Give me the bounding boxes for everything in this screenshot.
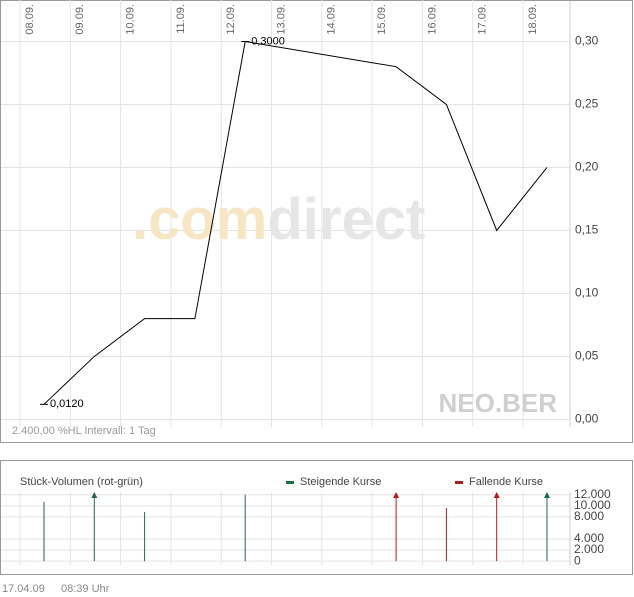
y-tick-label: 0,05 — [575, 349, 599, 363]
exchange-label: NEO.BER — [439, 388, 558, 418]
y-tick-label: 0 — [574, 553, 581, 567]
x-tick-label: 12.09. — [225, 4, 237, 35]
x-tick-label: 18.09. — [527, 4, 539, 35]
x-tick-label: 16.09. — [426, 4, 438, 35]
volume-panel — [0, 460, 633, 575]
y-tick-label: 0,10 — [575, 286, 599, 300]
annotation-label: 0,3000 — [251, 35, 285, 47]
y-tick-label: 10.000 — [574, 498, 611, 512]
volume-title: Stück-Volumen (rot-grün) — [20, 476, 143, 488]
x-tick-label: 13.09. — [275, 4, 287, 35]
x-tick-label: 09.09. — [74, 4, 86, 35]
legend-label: Fallende Kurse — [469, 476, 543, 488]
overflow-arrow — [393, 492, 400, 498]
x-tick-label: 10.09. — [125, 4, 137, 35]
overflow-arrow — [544, 492, 550, 498]
legend-swatch — [455, 481, 463, 484]
annotation-label: 0,0120 — [50, 398, 84, 410]
watermark: .comdirect — [132, 187, 425, 252]
footer-time: 08:39 Uhr — [61, 583, 110, 595]
x-tick-label: 15.09. — [376, 4, 388, 35]
legend-label: Steigende Kurse — [300, 476, 381, 488]
subtitle: 2.400,00 %HL Intervall: 1 Tag — [12, 425, 156, 437]
y-tick-label: 0,30 — [575, 34, 599, 48]
x-tick-label: 11.09. — [175, 4, 187, 34]
y-tick-label: 0,00 — [575, 412, 599, 426]
legend-swatch — [286, 481, 294, 484]
y-tick-label: 0,25 — [575, 97, 599, 111]
overflow-arrow — [91, 492, 98, 498]
x-tick-label: 08.09. — [24, 4, 36, 35]
price-panel — [0, 0, 633, 443]
x-tick-label: 17.09. — [477, 4, 489, 35]
overflow-arrow — [493, 492, 500, 498]
y-tick-label: 2.000 — [574, 542, 604, 556]
y-tick-label: 4.000 — [574, 531, 604, 545]
y-tick-label: 0,20 — [575, 160, 599, 174]
x-tick-label: 14.09. — [326, 4, 338, 35]
y-tick-label: 8.000 — [574, 509, 604, 523]
y-tick-label: 12.000 — [574, 487, 611, 501]
y-tick-label: 0,15 — [575, 223, 599, 237]
footer-date: 17.04.09 — [2, 583, 45, 595]
